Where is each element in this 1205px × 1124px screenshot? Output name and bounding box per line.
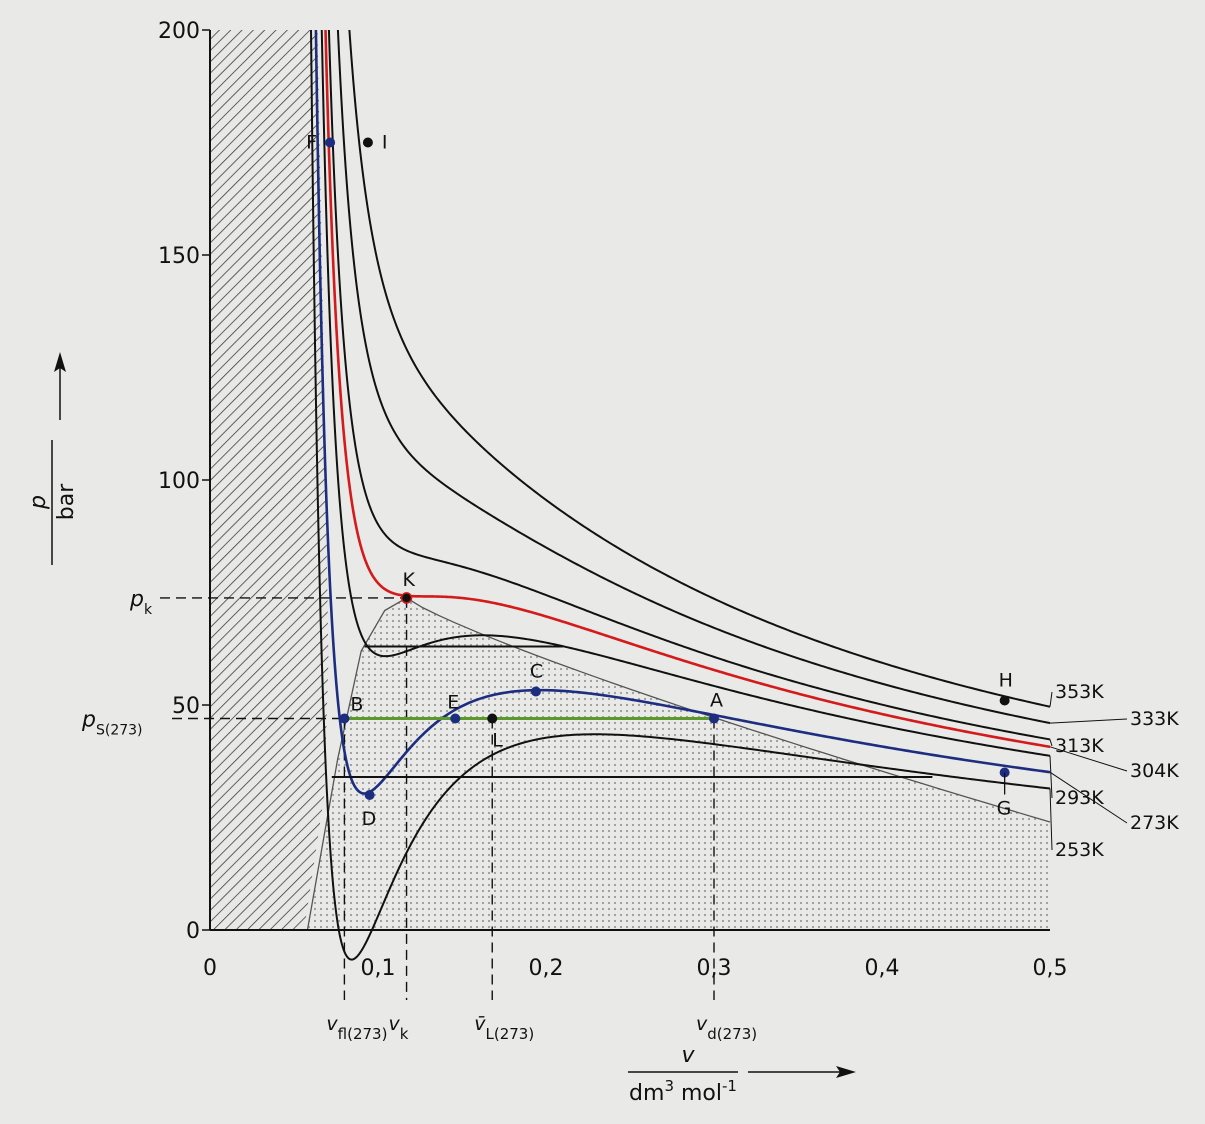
- isotherm-353k: [348, 30, 1051, 708]
- point-label-h: H: [999, 670, 1013, 692]
- vertical-ref-label-fl-273-: vfl(273): [326, 1013, 387, 1043]
- y-tick-50: 50: [172, 694, 200, 719]
- isotherm-leader-293k: [1049, 755, 1053, 799]
- isotherm-leader-253k: [1049, 788, 1053, 851]
- point-h: [999, 695, 1010, 706]
- x-tick-0-2: 0,2: [529, 956, 564, 981]
- critical-pressure-label: pk: [129, 587, 153, 618]
- isotherm-leader-273k: [1049, 771, 1128, 824]
- point-f: [325, 137, 336, 148]
- x-tick-0-5: 0,5: [1033, 956, 1068, 981]
- isotherm-304k: [324, 30, 1051, 749]
- point-label-g: G: [997, 798, 1012, 820]
- x-tick-0-1: 0,1: [361, 956, 396, 981]
- x-label-denominator: dm3 mol-1: [629, 1077, 737, 1106]
- vertical-ref-label-d-273-: vd(273): [696, 1013, 757, 1043]
- y-tick-150: 150: [158, 244, 200, 269]
- y-tick-200: 200: [158, 19, 200, 44]
- point-i: [362, 137, 373, 148]
- isotherm-label-333k: 333K: [1130, 708, 1179, 730]
- point-e: [450, 713, 461, 724]
- point-label-b: B: [350, 694, 363, 716]
- isotherm-333k: [336, 30, 1051, 725]
- y-label-denominator: bar: [54, 483, 79, 520]
- y-tick-labels: 0 50 100 150 200: [158, 19, 210, 944]
- isotherm-293k: [320, 30, 1051, 757]
- vertical-ref-label-l-273-: v̄L(273): [474, 1013, 534, 1043]
- isotherm-label-253k: 253K: [1055, 839, 1104, 861]
- point-label-k: K: [403, 569, 416, 591]
- x-tick-labels: 0 0,1 0,2 0,3 0,4 0,5: [203, 956, 1068, 981]
- point-l: [487, 713, 498, 724]
- x-tick-0: 0: [203, 956, 217, 981]
- isotherm-253k: [310, 30, 1051, 961]
- point-k: [400, 592, 413, 604]
- y-label-numerator: p: [26, 495, 51, 510]
- isotherm-label-293k: 293K: [1055, 787, 1104, 809]
- point-label-l: L: [492, 730, 503, 752]
- point-label-e: E: [447, 692, 459, 714]
- isotherm-label-313k: 313K: [1055, 735, 1104, 757]
- isotherm-label-304k: 304K: [1130, 760, 1179, 782]
- point-label-c: C: [530, 661, 543, 683]
- isotherm-313k: [327, 30, 1051, 741]
- point-d: [364, 790, 375, 800]
- point-b: [339, 713, 350, 724]
- point-label-f: F: [306, 132, 317, 154]
- point-label-d: D: [362, 808, 377, 830]
- point-c: [530, 686, 541, 697]
- point-a: [709, 713, 719, 724]
- isotherm-leader-313k: [1049, 739, 1053, 747]
- x-label-arrow-head: [836, 1066, 856, 1078]
- isotherm-leader-353k: [1049, 691, 1053, 707]
- point-label-a: A: [710, 690, 723, 712]
- point-label-i: I: [382, 132, 388, 154]
- isotherm-label-273k: 273K: [1130, 812, 1179, 834]
- covolume-hatched-region: [210, 30, 329, 930]
- vertical-ref-label-k: vk: [389, 1013, 409, 1043]
- isotherm-label-353k: 353K: [1055, 681, 1104, 703]
- y-axis-label: p bar: [26, 352, 79, 565]
- y-tick-100: 100: [158, 469, 200, 494]
- two-phase-dotted-region: [307, 597, 1050, 930]
- x-tick-0-4: 0,4: [865, 956, 900, 981]
- x-label-numerator: v: [681, 1043, 695, 1068]
- y-tick-0: 0: [186, 919, 200, 944]
- saturation-pressure-label: pS(273): [81, 708, 143, 739]
- curve-points: F I K C B E L A D H G: [306, 132, 1013, 831]
- x-tick-0-3: 0,3: [697, 956, 732, 981]
- isotherm-labels: 353K 333K 313K 304K 293K 273K 253K: [1049, 681, 1179, 861]
- isotherm-leader-304k: [1049, 746, 1128, 772]
- isotherm-leader-333k: [1049, 718, 1128, 724]
- x-axis-label: v dm3 mol-1: [628, 1043, 856, 1106]
- y-label-arrow-head: [54, 352, 66, 372]
